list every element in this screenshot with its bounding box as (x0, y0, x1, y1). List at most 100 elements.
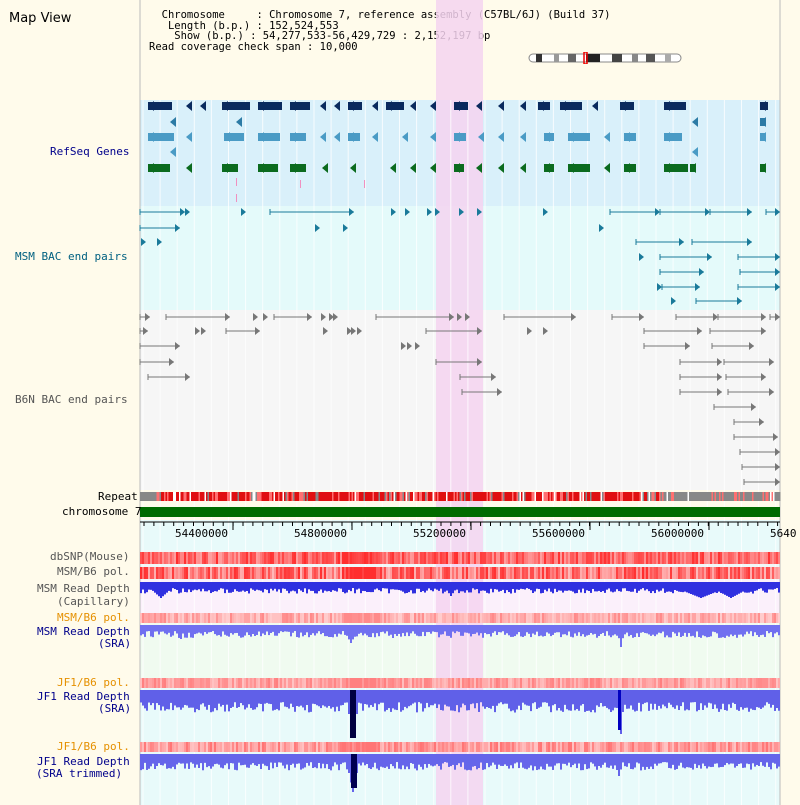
heat-cell (480, 742, 482, 752)
depth-bar (208, 690, 210, 705)
depth-bar (464, 582, 466, 593)
gene-arrow-icon (454, 101, 460, 111)
heat-cell (630, 567, 632, 579)
depth-bar (738, 625, 740, 635)
heat-cell (368, 552, 370, 564)
heat-cell (264, 678, 266, 688)
depth-bar (772, 582, 774, 590)
depth-bar (630, 582, 632, 592)
gene-exon (386, 102, 404, 110)
heat-cell (420, 742, 422, 752)
heat-cell (700, 613, 702, 623)
heat-cell (558, 678, 560, 688)
depth-bar (238, 690, 240, 707)
track-label-jf1-b6-pol-2[interactable]: JF1/B6 pol. (57, 740, 130, 753)
heat-cell (532, 678, 534, 688)
repeat-mark (531, 492, 533, 501)
depth-bar (700, 625, 702, 638)
track-label-jf1-depth-trim-1[interactable]: JF1 Read Depth (37, 755, 130, 768)
depth-bar (508, 625, 510, 636)
heat-cell (630, 678, 632, 688)
depth-bar (432, 625, 434, 632)
repeat-mark (153, 492, 155, 501)
depth-bar (200, 754, 202, 764)
depth-bar (422, 754, 424, 770)
heat-cell (188, 552, 190, 564)
heat-cell (552, 742, 554, 752)
heat-cell (612, 742, 614, 752)
msm-bac-arrow-icon (391, 208, 396, 216)
depth-bar (270, 754, 272, 763)
depth-bar (436, 690, 438, 709)
depth-bar (506, 625, 508, 634)
depth-bar (212, 625, 214, 632)
depth-bar (220, 582, 222, 589)
heat-cell (364, 742, 366, 752)
depth-bar (150, 754, 152, 767)
heat-cell (344, 613, 346, 623)
depth-bar (656, 690, 658, 710)
heat-cell (288, 552, 290, 564)
track-label-refseq[interactable]: RefSeq Genes (50, 145, 130, 158)
repeat-mark (288, 492, 290, 501)
heat-cell (168, 552, 170, 564)
depth-bar (616, 754, 618, 770)
repeat-mark (539, 492, 541, 501)
heat-cell (366, 613, 368, 623)
gene-exon (664, 102, 686, 110)
heat-cell (246, 552, 248, 564)
chromosome-ideogram[interactable] (528, 52, 684, 64)
depth-bar (250, 625, 252, 637)
depth-bar (238, 625, 240, 636)
heat-cell (586, 613, 588, 623)
heat-cell (254, 613, 256, 623)
heat-cell (280, 742, 282, 752)
depth-bar (504, 582, 506, 594)
heat-cell (292, 678, 294, 688)
depth-bar (512, 754, 514, 769)
repeat-mark (695, 492, 697, 501)
gene-arrow-icon (760, 132, 766, 142)
depth-bar (180, 582, 182, 593)
depth-bar (160, 625, 162, 632)
heat-cell (278, 678, 280, 688)
depth-bar (328, 754, 330, 770)
track-label-repeat[interactable]: Repeat (98, 490, 138, 503)
gene-arrow-icon (186, 132, 192, 142)
heat-cell (630, 742, 632, 752)
repeat-mark (141, 492, 143, 501)
heat-cell (490, 742, 492, 752)
track-label-msm-bac[interactable]: MSM BAC end pairs (15, 250, 128, 263)
repeat-mark (506, 492, 508, 501)
heat-cell (722, 678, 724, 688)
repeat-mark (521, 492, 523, 501)
heat-cell (464, 613, 466, 623)
heat-cell (472, 613, 474, 623)
heat-cell (396, 567, 398, 579)
repeat-mark (639, 492, 641, 501)
track-label-jf1-b6-pol-1[interactable]: JF1/B6 pol. (57, 676, 130, 689)
heat-cell (436, 567, 438, 579)
depth-bar (210, 690, 212, 713)
track-label-dbsnp[interactable]: dbSNP(Mouse) (50, 550, 130, 563)
track-label-b6n-bac[interactable]: B6N BAC end pairs (15, 393, 128, 406)
depth-bar (560, 690, 562, 711)
heat-cell (768, 613, 770, 623)
heat-cell (578, 678, 580, 688)
heat-cell (528, 613, 530, 623)
depth-bar (750, 690, 752, 709)
depth-bar (494, 754, 496, 765)
track-label-jf1-depth-sra-1[interactable]: JF1 Read Depth (37, 690, 130, 703)
track-label-msm-depth-sra-1[interactable]: MSM Read Depth (37, 625, 130, 638)
depth-bar (354, 582, 356, 594)
depth-bar (320, 690, 322, 709)
heat-cell (356, 552, 358, 564)
heat-cell (346, 613, 348, 623)
heat-cell (340, 552, 342, 564)
depth-bar (650, 690, 652, 704)
track-label-msm-b6-pol-2[interactable]: MSM/B6 pol. (57, 611, 130, 624)
depth-bar (698, 754, 700, 766)
depth-bar (228, 690, 230, 712)
track-label-msm-b6-pol-1[interactable]: MSM/B6 pol. (57, 565, 130, 578)
track-label-msm-depth-cap-1[interactable]: MSM Read Depth (37, 582, 130, 595)
